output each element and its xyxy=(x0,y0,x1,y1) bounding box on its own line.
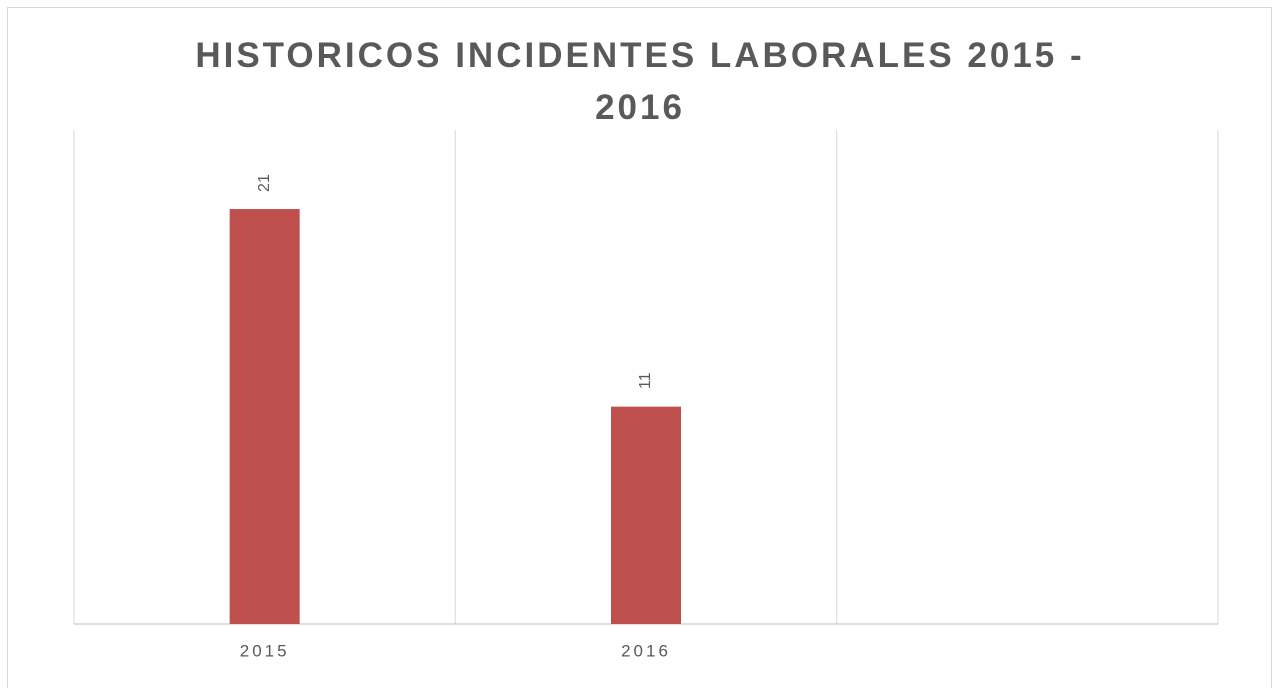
chart-title: HISTORICOS INCIDENTES LABORALES 2015 - 2… xyxy=(195,36,1085,127)
x-tick-label: 2015 xyxy=(240,641,290,660)
x-tick-label: 2016 xyxy=(621,641,671,660)
bar xyxy=(611,406,681,624)
bar xyxy=(229,209,300,625)
data-label: 11 xyxy=(637,372,654,389)
data-label: 21 xyxy=(256,174,273,192)
